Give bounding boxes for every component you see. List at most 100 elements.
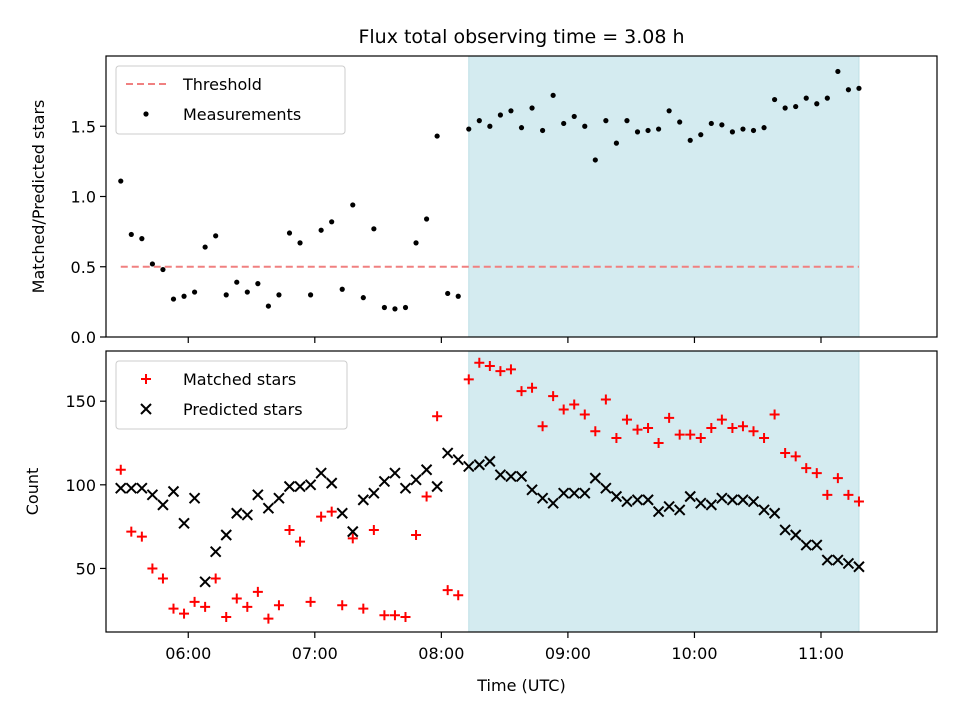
data-point [779,524,791,536]
legend-label: Measurements [183,105,301,124]
y-tick-label: 1.5 [71,117,96,136]
data-point [432,411,443,422]
legend-label: Predicted stars [183,400,303,419]
data-point [719,122,725,128]
data-point [814,101,820,107]
data-point [845,87,852,93]
data-point [273,492,285,504]
data-point [452,454,464,466]
data-point [146,489,159,501]
data-point [350,202,356,208]
data-point [434,133,440,139]
data-point [842,557,855,570]
data-point [199,576,211,588]
data-point [423,216,430,222]
data-point [453,590,464,601]
series-matched-stars [115,357,864,624]
data-point [318,227,324,233]
data-point [768,507,781,519]
data-point [358,603,369,614]
legend-box [115,360,348,430]
data-point [548,391,559,402]
data-point [231,507,243,519]
data-point [508,108,514,114]
data-point [455,293,461,299]
data-point [822,489,833,500]
data-point [389,610,400,621]
legend-marker [143,111,149,117]
data-point [695,497,707,509]
data-point [652,505,665,518]
legend: Threshold Measurements [115,65,346,135]
data-point [347,533,358,544]
data-point [241,509,254,521]
data-point [244,289,250,295]
bottom-y-axis-label: Count [23,468,42,516]
data-point [769,409,780,420]
data-point [579,409,590,420]
data-point [824,95,830,101]
data-point [529,105,535,111]
data-point [624,118,630,124]
data-point [231,593,242,604]
data-point [589,472,602,484]
data-point [571,113,577,120]
data-point [653,437,664,448]
data-point [400,611,411,622]
data-point [611,432,622,443]
data-point [234,279,240,285]
data-point [147,563,158,574]
data-point [685,429,696,440]
data-point [631,494,644,506]
data-point [527,382,538,393]
data-point [843,489,854,500]
data-point [782,105,788,111]
data-point [663,500,675,513]
data-point [600,394,611,405]
data-point [856,85,862,91]
data-point [445,290,451,297]
data-point [294,480,306,493]
data-point [136,531,147,542]
data-point [748,426,759,437]
data-point [213,233,219,239]
data-point [526,484,538,496]
data-point [716,492,728,504]
data-point [516,386,527,397]
data-point [590,426,601,437]
data-point [476,118,482,124]
data-point [515,470,528,483]
data-point [181,293,187,299]
data-point [284,524,295,535]
data-point [441,447,454,459]
data-point [466,126,472,132]
data-point [505,470,517,483]
data-point [789,529,802,541]
data-point [265,303,272,309]
data-point [200,601,211,612]
data-point [170,296,177,302]
x-tick-label: 08:00 [418,644,464,663]
data-point [740,126,746,132]
data-point [853,561,865,573]
data-point [149,261,156,267]
data-point [115,464,126,475]
data-point [378,475,391,488]
data-point [761,125,767,131]
data-point [747,495,760,508]
data-point [128,231,134,238]
data-point [550,92,556,98]
data-point [759,432,770,443]
series-predicted-stars [115,447,865,588]
legend-marker [141,374,151,384]
data-point [518,125,525,131]
data-point [613,140,620,146]
data-point [853,496,864,507]
data-point [297,240,303,246]
data-point [484,361,495,372]
data-point [191,289,198,295]
data-point [379,610,390,621]
data-point [420,464,433,476]
plot-frame [105,350,938,633]
